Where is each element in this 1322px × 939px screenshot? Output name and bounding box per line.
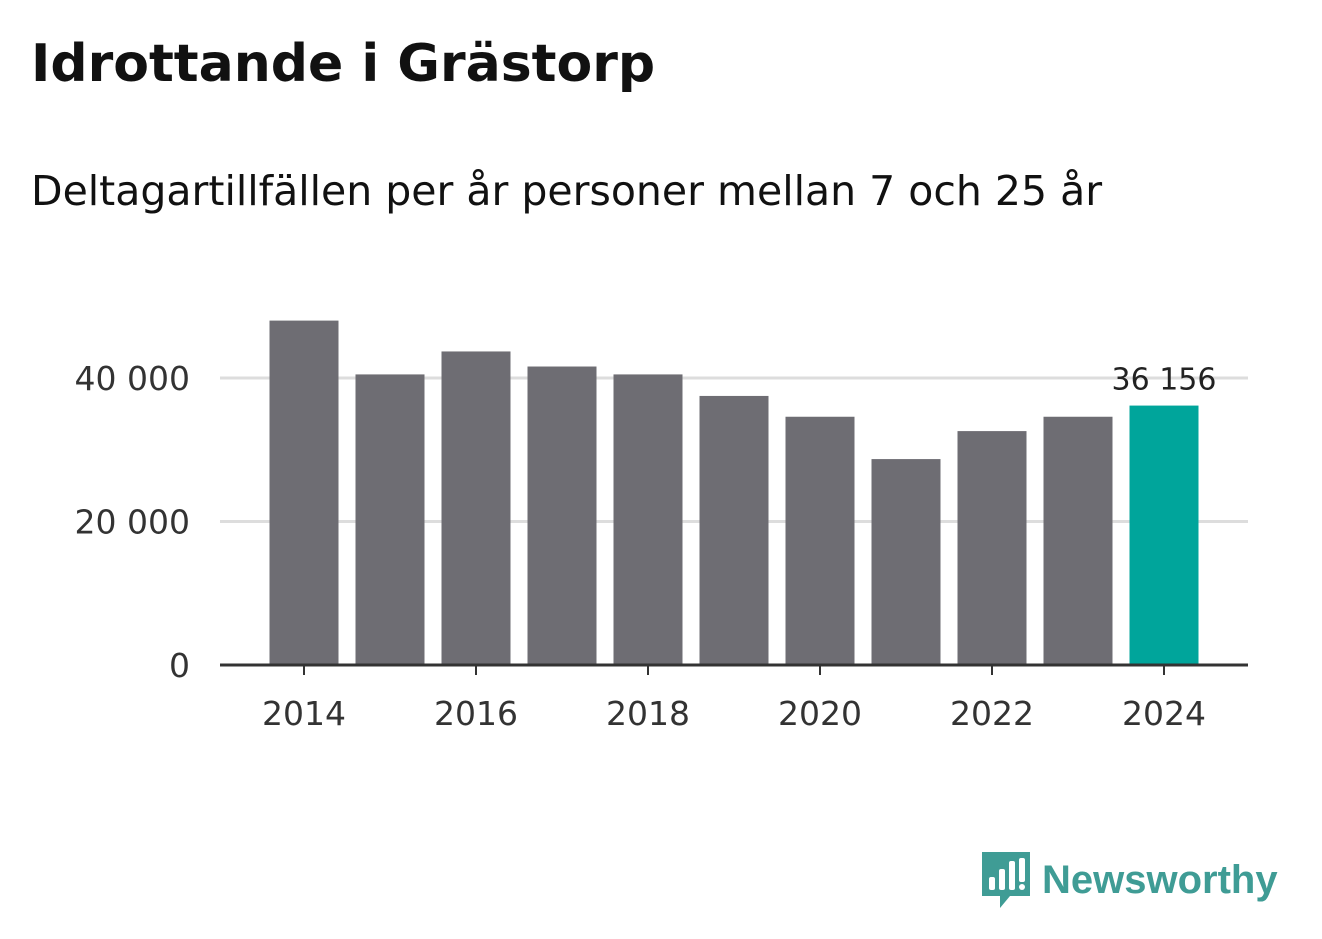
newsworthy-bar-icon bbox=[982, 852, 1030, 908]
brand-name: Newsworthy bbox=[1042, 857, 1278, 902]
bar bbox=[957, 431, 1027, 665]
bars bbox=[269, 320, 1199, 665]
chart-title: Idrottande i Grästorp bbox=[31, 34, 656, 94]
bar bbox=[613, 374, 683, 665]
bar bbox=[1129, 405, 1199, 665]
y-tick-label: 40 000 bbox=[75, 359, 190, 398]
x-axis-labels: 2014 2016 2018 2020 2022 2024 bbox=[262, 694, 1206, 733]
bar bbox=[441, 351, 511, 665]
bar bbox=[527, 366, 597, 665]
brand-logo: Newsworthy bbox=[980, 850, 1278, 910]
bar-chart: 0 20 000 40 000 2014 2016 2018 2020 2022 2024 3… bbox=[75, 320, 1248, 733]
x-tick-label: 2016 bbox=[434, 694, 518, 733]
bar bbox=[699, 395, 769, 665]
data-labels: 36 156 bbox=[1112, 363, 1217, 398]
bar bbox=[785, 416, 855, 665]
y-tick-label: 0 bbox=[169, 646, 190, 685]
x-tick-label: 2014 bbox=[262, 694, 346, 733]
bar bbox=[871, 459, 941, 665]
y-axis-labels: 0 20 000 40 000 bbox=[75, 359, 190, 685]
x-axis bbox=[220, 663, 1248, 675]
x-tick-label: 2022 bbox=[950, 694, 1034, 733]
data-label: 36 156 bbox=[1112, 363, 1217, 398]
bar bbox=[269, 320, 339, 665]
x-tick-label: 2024 bbox=[1122, 694, 1206, 733]
bar bbox=[355, 374, 425, 665]
bar bbox=[1043, 416, 1113, 665]
chart-subtitle: Deltagartillfällen per år personer mella… bbox=[31, 167, 1103, 215]
x-tick-label: 2018 bbox=[606, 694, 690, 733]
x-tick-label: 2020 bbox=[778, 694, 862, 733]
y-tick-label: 20 000 bbox=[75, 503, 190, 542]
